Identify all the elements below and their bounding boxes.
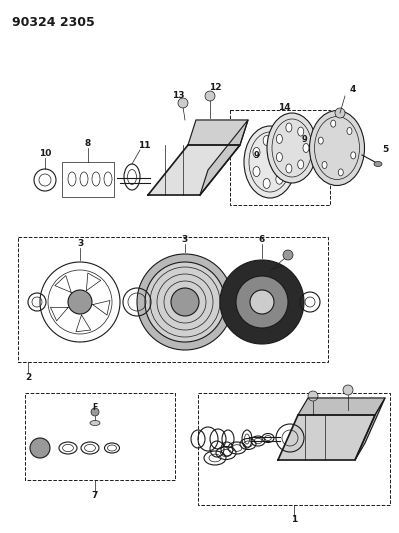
- Ellipse shape: [276, 174, 283, 184]
- Ellipse shape: [303, 143, 309, 152]
- Polygon shape: [55, 276, 71, 293]
- Circle shape: [178, 98, 188, 108]
- Circle shape: [283, 250, 293, 260]
- Text: 6: 6: [259, 236, 265, 245]
- Text: 14: 14: [278, 103, 290, 112]
- Circle shape: [308, 391, 318, 401]
- Ellipse shape: [347, 127, 352, 134]
- Bar: [62, 162, 114, 197]
- Polygon shape: [93, 301, 110, 315]
- Ellipse shape: [322, 161, 327, 168]
- Text: 9: 9: [254, 150, 260, 159]
- Ellipse shape: [282, 157, 288, 167]
- Polygon shape: [298, 398, 385, 415]
- Ellipse shape: [277, 134, 282, 143]
- Text: 4: 4: [350, 85, 356, 94]
- Polygon shape: [200, 120, 248, 195]
- Ellipse shape: [253, 166, 260, 176]
- Ellipse shape: [263, 135, 270, 146]
- Bar: [230, 110, 330, 205]
- Text: 8: 8: [85, 140, 91, 149]
- Ellipse shape: [286, 123, 292, 132]
- Ellipse shape: [310, 110, 365, 185]
- Circle shape: [30, 438, 50, 458]
- Polygon shape: [87, 273, 101, 290]
- Ellipse shape: [90, 421, 100, 425]
- Text: F: F: [93, 403, 98, 413]
- Circle shape: [137, 254, 233, 350]
- Text: 13: 13: [172, 91, 184, 100]
- Ellipse shape: [244, 126, 296, 198]
- Bar: [25, 393, 175, 480]
- Circle shape: [205, 91, 215, 101]
- Circle shape: [236, 276, 288, 328]
- Circle shape: [91, 408, 99, 416]
- Circle shape: [250, 290, 274, 314]
- Polygon shape: [278, 415, 375, 460]
- Ellipse shape: [374, 161, 382, 166]
- Polygon shape: [51, 308, 68, 321]
- Polygon shape: [76, 315, 91, 332]
- Text: 1: 1: [291, 515, 297, 524]
- Circle shape: [68, 290, 92, 314]
- Ellipse shape: [286, 164, 292, 173]
- Ellipse shape: [318, 137, 323, 144]
- Text: 5: 5: [382, 146, 388, 155]
- Polygon shape: [188, 120, 248, 145]
- Text: 9: 9: [302, 135, 308, 144]
- Circle shape: [220, 260, 304, 344]
- Bar: [18, 237, 328, 362]
- Ellipse shape: [331, 120, 336, 127]
- Circle shape: [145, 262, 225, 342]
- Text: 11: 11: [138, 141, 150, 150]
- Text: 90324 2305: 90324 2305: [12, 16, 95, 29]
- Text: 2: 2: [25, 374, 31, 383]
- Text: 10: 10: [39, 149, 51, 158]
- Ellipse shape: [351, 152, 356, 159]
- Ellipse shape: [276, 140, 283, 150]
- Ellipse shape: [263, 179, 270, 189]
- Polygon shape: [148, 145, 240, 195]
- Circle shape: [335, 108, 345, 118]
- Bar: [198, 393, 390, 505]
- Ellipse shape: [277, 152, 282, 161]
- Text: 3: 3: [182, 236, 188, 245]
- Ellipse shape: [267, 113, 317, 183]
- Text: 7: 7: [92, 491, 98, 500]
- Ellipse shape: [298, 160, 304, 169]
- Text: 3: 3: [77, 239, 83, 248]
- Ellipse shape: [338, 169, 343, 176]
- Polygon shape: [355, 398, 385, 460]
- Circle shape: [343, 385, 353, 395]
- Ellipse shape: [253, 148, 260, 157]
- Ellipse shape: [298, 127, 304, 136]
- Circle shape: [171, 288, 199, 316]
- Text: 12: 12: [209, 84, 221, 93]
